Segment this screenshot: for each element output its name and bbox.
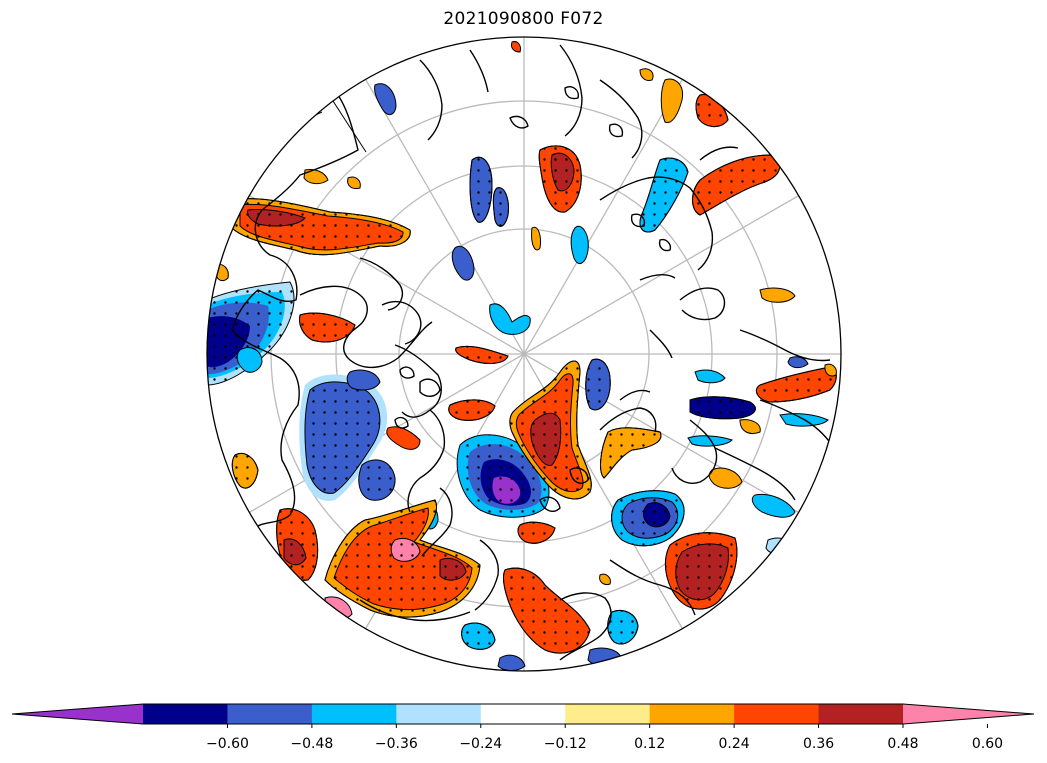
- polar-map: [206, 36, 842, 672]
- colorbar-tick-label: −0.48: [290, 736, 333, 752]
- colorbar-outline: [11, 703, 1035, 725]
- negative-anomaly-west: [207, 281, 295, 386]
- colorbar-tick-label: −0.24: [459, 736, 502, 752]
- colorbar-segment: [818, 704, 904, 724]
- colorbar-segment: [311, 704, 397, 724]
- colorbar-tick-label: 0.24: [719, 736, 750, 752]
- negative-anomaly-hudson: [299, 374, 396, 501]
- coastlines: [231, 44, 836, 661]
- colorbar-segment: [565, 704, 651, 724]
- positive-anomaly-north: [511, 41, 780, 251]
- positive-anomaly-center: [386, 345, 662, 544]
- colorbar-segment: [649, 704, 735, 724]
- colorbar-tick-label: 0.60: [972, 736, 1003, 752]
- colorbar-tick-label: −0.60: [206, 736, 249, 752]
- anomaly-fields: [207, 41, 837, 671]
- map-boundary: [206, 36, 842, 672]
- negative-anomaly-east: [611, 356, 829, 555]
- colorbar-extend-min: [12, 704, 143, 724]
- map-title: 2021090800 F072: [443, 9, 604, 29]
- colorbar-tick-label: 0.36: [803, 736, 834, 752]
- colorbar-tick-label: −0.36: [375, 736, 418, 752]
- positive-anomaly-west: [214, 169, 796, 343]
- colorbar-segment: [227, 704, 313, 724]
- colorbar-segment: [396, 704, 482, 724]
- negative-anomaly-small: [236, 83, 689, 411]
- colorbar-extend-max: [903, 704, 1034, 724]
- positive-anomaly-east: [664, 363, 837, 610]
- meridian: [523, 79, 683, 355]
- negative-anomaly-arctic: [456, 434, 550, 518]
- colorbar-segment: [143, 704, 228, 724]
- colorbar-tick-label: −0.12: [544, 736, 587, 752]
- colorbar-segment: [734, 704, 820, 724]
- colorbar-tick-label: 0.48: [887, 736, 918, 752]
- colorbar-tick-label: 0.12: [634, 736, 665, 752]
- colorbar-segment: [480, 704, 566, 724]
- positive-anomaly-south: [231, 453, 611, 654]
- colorbar: −0.60 −0.48 −0.36 −0.24 −0.12 0.12 0.24 0.36 0.4…: [11, 703, 1035, 752]
